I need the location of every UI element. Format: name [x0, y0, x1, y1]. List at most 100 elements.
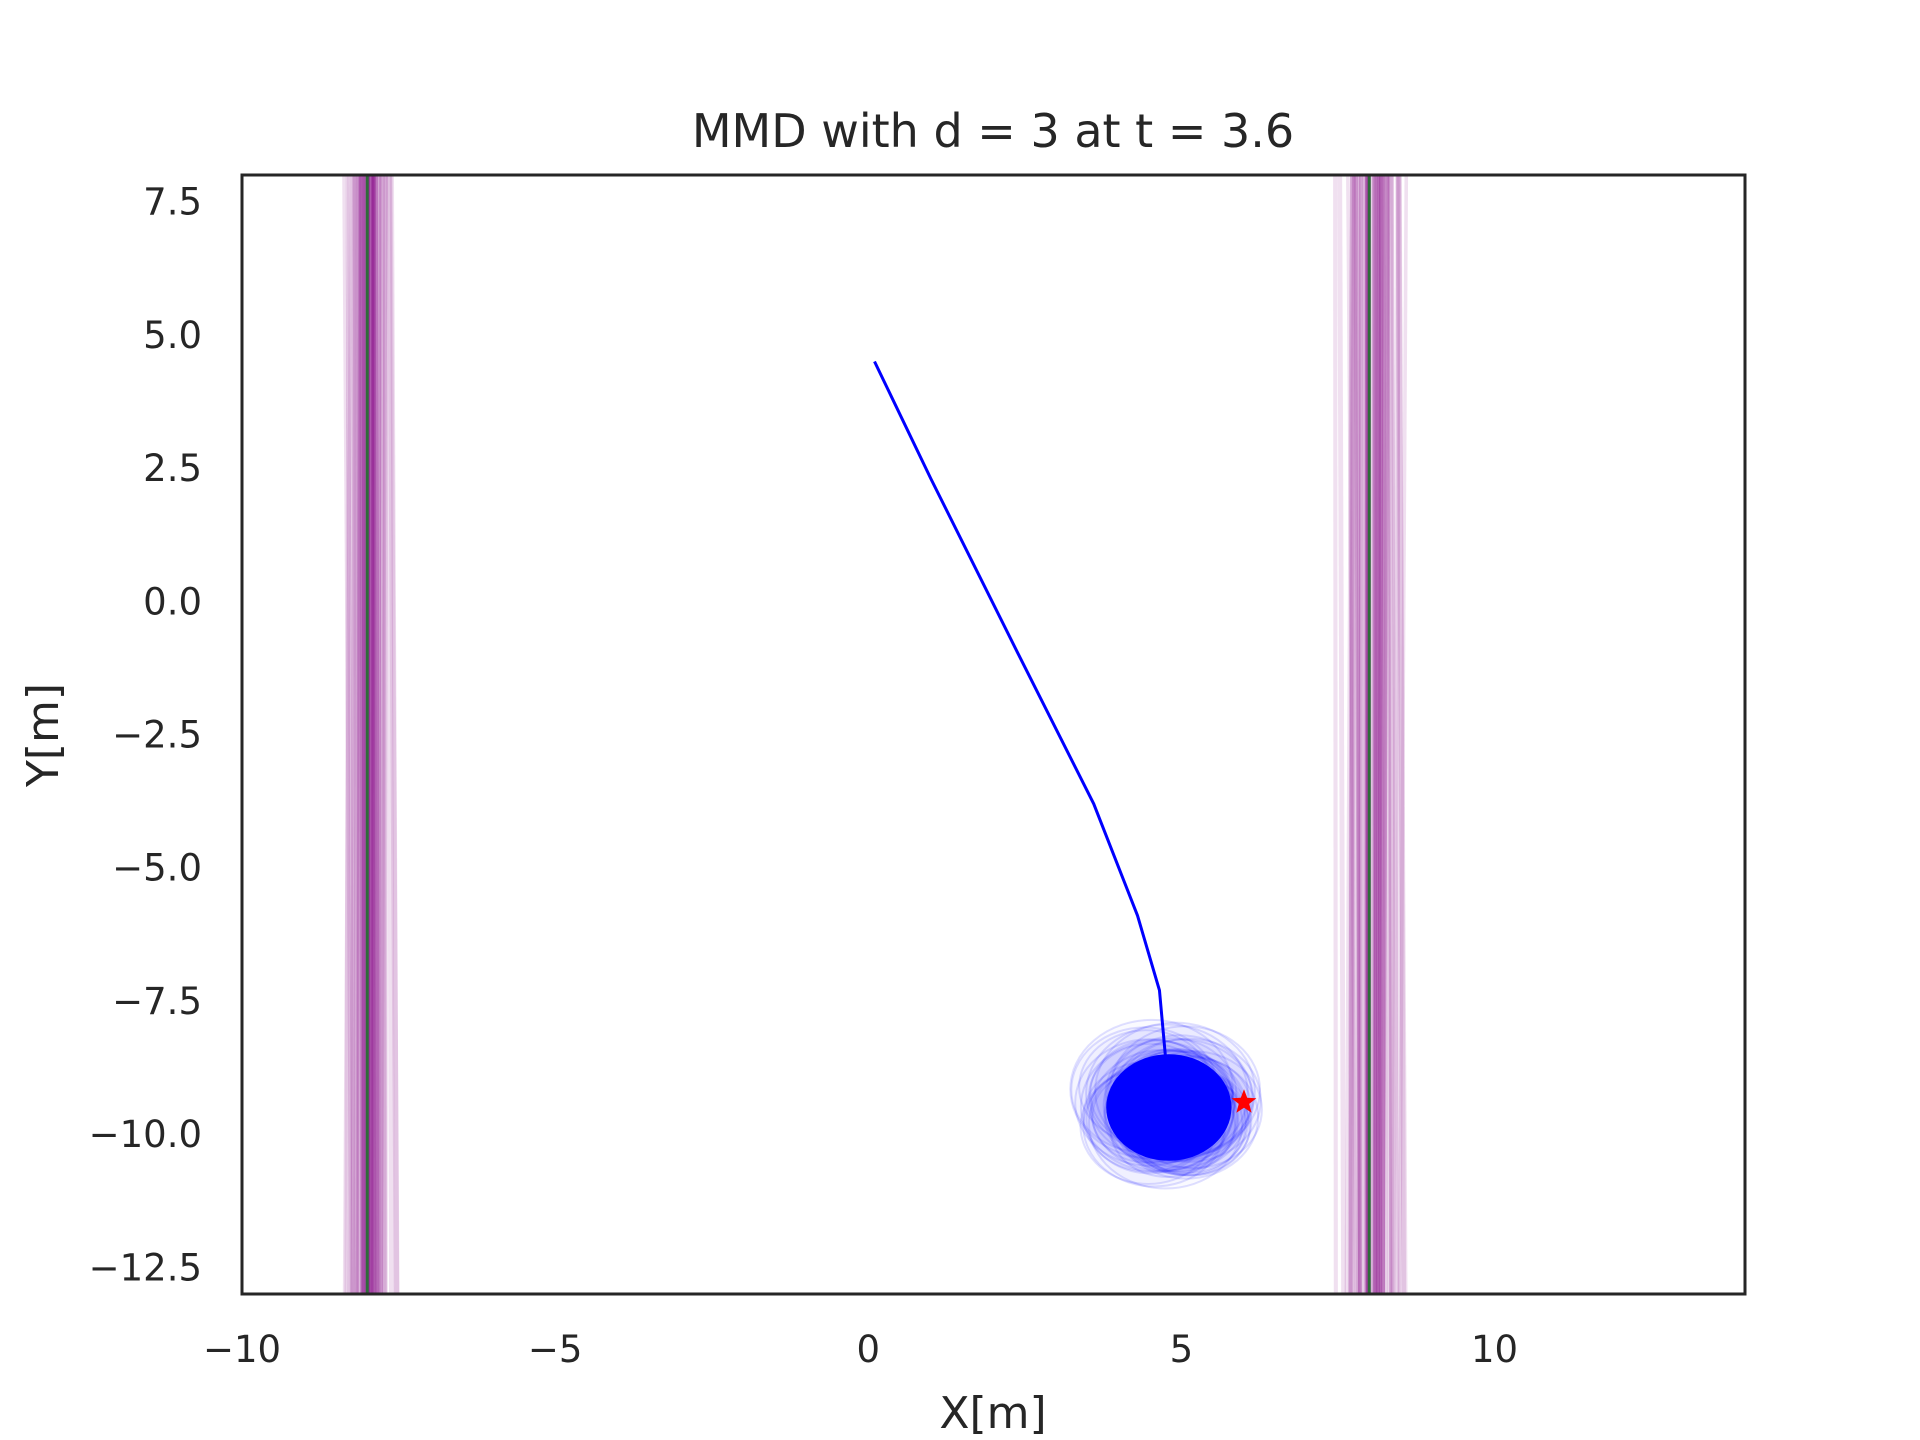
- wall-sample-line: [342, 175, 353, 1294]
- wall-sample-line: [1372, 175, 1380, 1294]
- wall-sample-line: [1378, 175, 1386, 1294]
- wall-sample-line: [374, 175, 382, 1294]
- y-tick-label: −5.0: [112, 847, 202, 890]
- wall-sample-line: [1337, 175, 1347, 1294]
- wall-sample-line: [370, 175, 378, 1294]
- wall-sample-line: [1372, 175, 1380, 1294]
- goal-star-marker: [1231, 1089, 1257, 1113]
- uncertainty-sample-ellipse: [1085, 1023, 1249, 1164]
- y-tick-label: −7.5: [112, 980, 202, 1023]
- vehicle-body: [1106, 1054, 1232, 1161]
- wall-sample-line: [1381, 175, 1390, 1294]
- wall-sample-line: [1372, 175, 1382, 1294]
- wall-sample-line: [1376, 175, 1385, 1294]
- wall-sample-line: [1358, 175, 1364, 1294]
- wall-sample-line: [359, 175, 366, 1294]
- y-tick-label: 2.5: [143, 447, 202, 490]
- x-tick-label: −5: [528, 1328, 583, 1371]
- wall-sample-line: [361, 175, 368, 1294]
- wall-sample-line: [1380, 175, 1391, 1294]
- trajectory-line: [873, 360, 1168, 1060]
- wall-sample-line: [355, 175, 362, 1294]
- wall-sample-line: [359, 175, 365, 1294]
- wall-sample-line: [369, 175, 376, 1294]
- wall-sample-line: [376, 175, 383, 1294]
- wall-sample-line: [1373, 175, 1379, 1294]
- wall-sample-line: [347, 175, 357, 1294]
- x-axis-ticks: −10 −5 0 5 10: [203, 1328, 1518, 1371]
- wall-sample-line: [370, 175, 376, 1294]
- wall-sample-line: [379, 175, 387, 1294]
- wall-sample-line: [357, 175, 363, 1294]
- wall-sample-line: [344, 175, 352, 1294]
- y-tick-label: −2.5: [112, 714, 202, 757]
- wall-sample-line: [374, 175, 383, 1294]
- wall-sample-line: [1395, 175, 1408, 1294]
- wall-sample-line: [386, 175, 400, 1294]
- wall-sample-line: [1362, 175, 1368, 1294]
- wall-sample-line: [1348, 175, 1356, 1294]
- y-axis-label: Y[m]: [18, 683, 69, 788]
- wall-sample-line: [1351, 175, 1356, 1294]
- wall-sample-line: [1354, 175, 1363, 1294]
- wall-sample-line: [1365, 175, 1370, 1294]
- wall-sample-line: [1371, 175, 1376, 1294]
- wall-sample-line: [367, 175, 373, 1294]
- wall-sample-line: [1397, 175, 1407, 1294]
- x-tick-label: −10: [203, 1328, 281, 1371]
- y-tick-label: 7.5: [143, 181, 202, 224]
- wall-sample-line: [1391, 175, 1401, 1294]
- wall-sample-line: [382, 175, 388, 1294]
- wall-sample-line: [349, 175, 358, 1294]
- uncertainty-sample-ellipse: [1090, 1048, 1235, 1172]
- wall-sample-line: [1344, 175, 1353, 1294]
- uncertainty-sample-ellipse: [1102, 1048, 1236, 1163]
- wall-sample-line: [1387, 175, 1395, 1294]
- wall-samples-0: [342, 175, 400, 1294]
- wall-sample-line: [1333, 175, 1338, 1294]
- y-axis-ticks: 7.5 5.0 2.5 0.0 −2.5 −5.0 −7.5 −10.0 −12.5: [89, 181, 202, 1290]
- wall-sample-line: [385, 175, 395, 1294]
- wall-sample-line: [1348, 175, 1354, 1294]
- wall-sample-line: [361, 175, 368, 1294]
- wall-sample-line: [372, 175, 381, 1294]
- wall-sample-line: [1379, 175, 1389, 1294]
- x-tick-label: 0: [856, 1328, 880, 1371]
- wall-sample-line: [366, 175, 375, 1294]
- wall-sample-line: [342, 175, 353, 1294]
- plot-frame: [240, 173, 1747, 1296]
- x-tick-label: 10: [1471, 1328, 1518, 1371]
- wall-sample-line: [1347, 175, 1358, 1294]
- wall-sample-line: [1357, 175, 1363, 1294]
- wall-sample-line: [1375, 175, 1383, 1294]
- wall-sample-line: [1363, 175, 1370, 1294]
- plot-area: [342, 175, 1409, 1294]
- wall-sample-line: [370, 175, 377, 1294]
- wall-sample-line: [368, 175, 375, 1294]
- wall-sample-line: [1376, 175, 1382, 1294]
- y-tick-label: −12.5: [89, 1246, 202, 1289]
- wall-sample-line: [368, 175, 375, 1294]
- wall-sample-line: [372, 175, 381, 1294]
- wall-sample-line: [375, 175, 382, 1294]
- x-axis-label: X[m]: [939, 1388, 1046, 1439]
- wall-sample-line: [355, 175, 361, 1294]
- wall-sample-line: [1377, 175, 1382, 1294]
- uncertainty-sample-ellipse: [1079, 1040, 1236, 1173]
- y-tick-label: −10.0: [89, 1113, 202, 1156]
- wall-sample-line: [1395, 175, 1401, 1294]
- wall-sample-line: [1388, 175, 1396, 1294]
- wall-sample-line: [373, 175, 380, 1294]
- wall-sample-line: [1348, 175, 1356, 1294]
- wall-sample-line: [371, 175, 377, 1294]
- wall-sample-line: [1386, 175, 1393, 1294]
- wall-sample-line: [1397, 175, 1409, 1294]
- wall-sample-line: [1381, 175, 1389, 1294]
- wall-sample-line: [1371, 175, 1378, 1294]
- wall-sample-line: [1378, 175, 1384, 1294]
- wall-sample-line: [1354, 175, 1362, 1294]
- wall-sample-line: [359, 175, 367, 1294]
- y-tick-label: 0.0: [143, 580, 202, 623]
- x-tick-label: 5: [1170, 1328, 1194, 1371]
